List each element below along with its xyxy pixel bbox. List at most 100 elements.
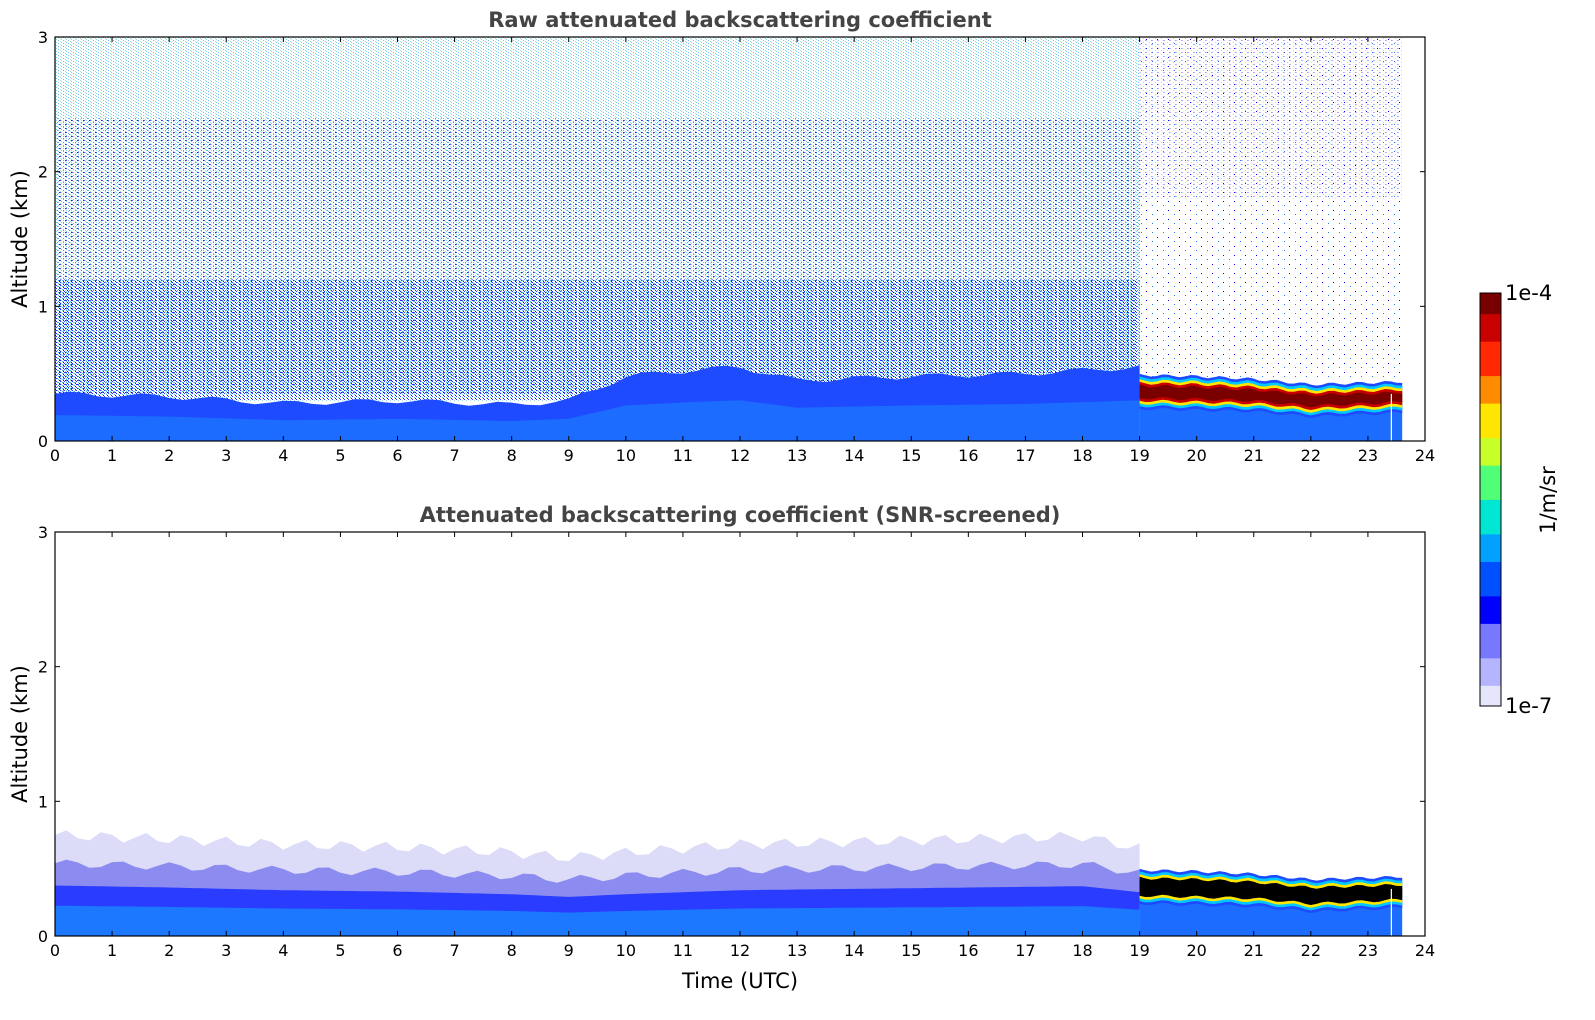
screened-xtick-label: 21 (1244, 941, 1264, 960)
raw-xtick-label: 7 (449, 446, 459, 465)
raw-xtick-label: 13 (787, 446, 807, 465)
snr-screened-panel: Attenuated backscattering coefficient (S… (8, 503, 1435, 993)
screened-ytick-label: 2 (38, 658, 48, 677)
colorbar-step (1480, 506, 1501, 514)
noise-sparse-top (1139, 37, 1403, 199)
raw-xtick-label: 23 (1358, 446, 1378, 465)
colorbar-step (1480, 458, 1501, 466)
screened-xtick-label: 14 (844, 941, 864, 960)
raw-ytick-label: 2 (38, 163, 48, 182)
colorbar-step (1480, 375, 1501, 383)
screened-xtick-label: 2 (164, 941, 174, 960)
colorbar-step (1480, 527, 1501, 535)
colorbar-step (1480, 396, 1501, 404)
colorbar-step (1480, 630, 1501, 638)
screened-ytick-label: 3 (38, 523, 48, 542)
colorbar-step (1480, 416, 1501, 425)
colorbar-step (1480, 389, 1501, 397)
screened-xtick-label: 10 (616, 941, 636, 960)
colorbar-unit-label: 1/m/sr (1536, 466, 1560, 534)
colorbar-step (1480, 299, 1501, 308)
screened-xtick-label: 12 (730, 941, 750, 960)
colorbar-step (1480, 609, 1501, 618)
screened-xtick-label: 23 (1358, 941, 1378, 960)
colorbar-step (1480, 471, 1501, 480)
screened-xtick-label: 18 (1072, 941, 1092, 960)
raw-xtick-label: 20 (1186, 446, 1206, 465)
colorbar-step (1480, 348, 1501, 356)
raw-xtick-label: 3 (221, 446, 231, 465)
raw-xtick-label: 15 (901, 446, 921, 465)
colorbar-step (1480, 644, 1501, 652)
colorbar-step (1480, 623, 1501, 631)
colorbar-step (1480, 568, 1501, 576)
colorbar-step (1480, 423, 1501, 432)
raw-y-axis-label: Altitude (km) (8, 170, 32, 308)
colorbar-scale (1480, 293, 1501, 707)
screened-xtick-label: 9 (564, 941, 574, 960)
colorbar-step (1480, 540, 1501, 549)
colorbar-step (1480, 637, 1501, 645)
raw-xtick-label: 24 (1415, 446, 1435, 465)
colorbar-step (1480, 410, 1501, 418)
raw-plot-area (55, 37, 1403, 441)
screened-xtick-label: 20 (1186, 941, 1206, 960)
raw-x-axis: 0 1 2 3 4 5 6 7 8 9 10 11 12 13 14 15 16 17 18 19 20 21 22 23 24 (50, 37, 1435, 465)
colorbar-step (1480, 561, 1501, 569)
colorbar-step (1480, 547, 1501, 556)
screened-xtick-label: 1 (107, 941, 117, 960)
colorbar-step (1480, 554, 1501, 562)
screened-xtick-label: 3 (221, 941, 231, 960)
colorbar-step (1480, 699, 1501, 707)
colorbar-step (1480, 444, 1501, 452)
raw-backscatter-panel: Raw attenuated backscattering coefficien… (8, 8, 1435, 465)
colorbar-step (1480, 382, 1501, 390)
raw-xtick-label: 19 (1129, 446, 1149, 465)
raw-ytick-label: 3 (38, 28, 48, 47)
raw-xtick-label: 21 (1244, 446, 1264, 465)
colorbar-step (1480, 499, 1501, 507)
colorbar-step (1480, 430, 1501, 439)
screened-xtick-label: 7 (449, 941, 459, 960)
cloud-core (1139, 384, 1403, 408)
screened-xtick-label: 15 (901, 941, 921, 960)
colorbar-step (1480, 313, 1501, 322)
raw-xtick-label: 2 (164, 446, 174, 465)
colorbar-step (1480, 465, 1501, 473)
colorbar-step (1480, 575, 1501, 583)
screened-xtick-label: 19 (1129, 941, 1149, 960)
screened-y-axis: 0 1 2 3 (38, 523, 1425, 946)
data-gap (1390, 888, 1392, 936)
screened-xtick-label: 17 (1015, 941, 1035, 960)
colorbar-step (1480, 368, 1501, 377)
colorbar-step (1480, 306, 1501, 315)
colorbar-step (1480, 616, 1501, 624)
cloud-core (1139, 879, 1403, 903)
raw-panel-title: Raw attenuated backscattering coefficien… (488, 8, 992, 32)
colorbar-step (1480, 513, 1501, 521)
colorbar-step (1480, 354, 1501, 363)
colorbar-step (1480, 595, 1501, 604)
colorbar-step (1480, 334, 1501, 342)
raw-xtick-label: 11 (673, 446, 693, 465)
screened-ytick-label: 1 (38, 792, 48, 811)
raw-xtick-label: 9 (564, 446, 574, 465)
colorbar-step (1480, 451, 1501, 459)
colorbar-step (1480, 533, 1501, 542)
raw-ytick-label: 1 (38, 297, 48, 316)
screened-xtick-label: 11 (673, 941, 693, 960)
screened-xtick-label: 22 (1301, 941, 1321, 960)
screened-surface (55, 905, 1140, 936)
colorbar-frame (1479, 292, 1502, 707)
colorbar-step (1480, 520, 1501, 528)
colorbar-step (1480, 341, 1501, 349)
screened-xtick-label: 13 (787, 941, 807, 960)
colorbar-step (1480, 692, 1501, 700)
colorbar-step (1480, 685, 1501, 693)
colorbar-step (1480, 671, 1501, 679)
boundary-layer-core (55, 400, 1140, 441)
colorbar-step (1480, 602, 1501, 611)
colorbar-step (1480, 320, 1501, 328)
raw-xtick-label: 5 (335, 446, 345, 465)
